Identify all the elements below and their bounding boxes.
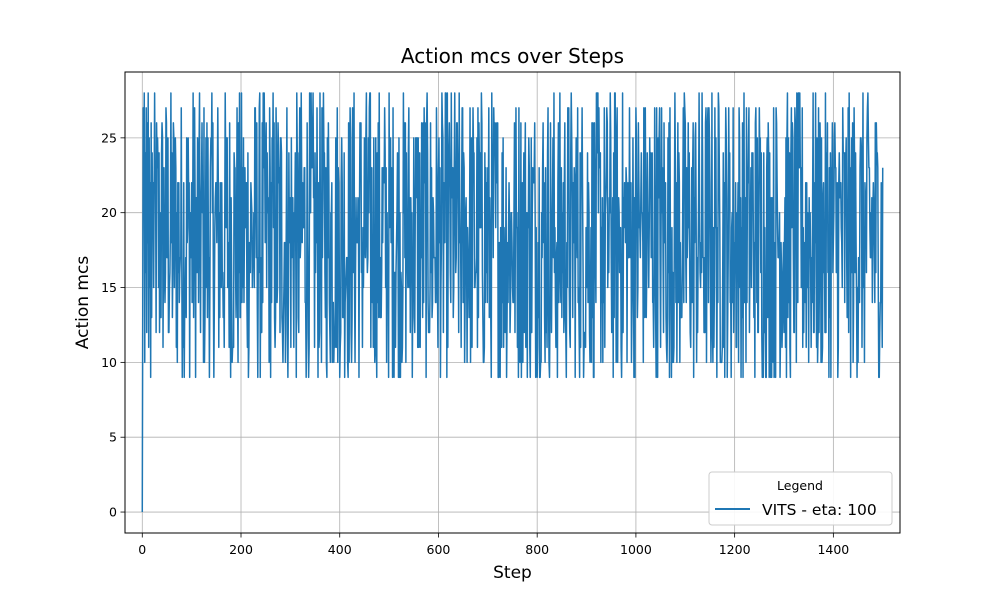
- chart-title: Action mcs over Steps: [401, 44, 624, 68]
- legend: Legend VITS - eta: 100: [708, 471, 893, 526]
- y-tick-label: 15: [101, 280, 117, 295]
- series-group: [141, 92, 884, 513]
- legend-title: Legend: [777, 478, 823, 493]
- x-tick-label: 800: [525, 542, 549, 557]
- x-tick-label: 1200: [719, 542, 751, 557]
- legend-box: [708, 471, 893, 526]
- y-axis: 0 5 10 15 20 25: [101, 130, 125, 520]
- x-tick-label: 1000: [620, 542, 652, 557]
- y-axis-label: Action mcs: [73, 256, 93, 350]
- x-tick-label: 400: [328, 542, 352, 557]
- legend-label: VITS - eta: 100: [762, 501, 877, 519]
- x-tick-label: 1400: [817, 542, 849, 557]
- y-tick-label: 0: [109, 505, 117, 520]
- x-tick-label: 0: [138, 542, 146, 557]
- y-tick-label: 25: [101, 130, 117, 145]
- x-tick-label: 600: [427, 542, 451, 557]
- x-axis-label: Step: [493, 563, 532, 583]
- y-tick-label: 20: [101, 205, 117, 220]
- x-tick-label: 200: [229, 542, 253, 557]
- y-tick-label: 5: [109, 430, 117, 445]
- plot-frame: [124, 71, 901, 534]
- series-line: [141, 92, 884, 513]
- y-tick-label: 10: [101, 355, 117, 370]
- x-axis: 0 200 400 600 800 1000 1200 1400: [138, 533, 849, 557]
